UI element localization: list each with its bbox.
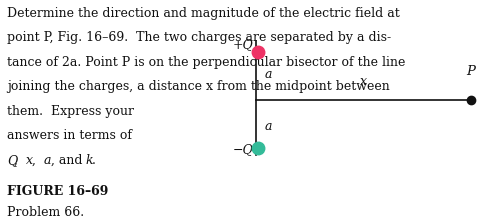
Text: .: .: [92, 154, 96, 167]
Text: answers in terms of: answers in terms of: [7, 129, 132, 142]
Text: k: k: [85, 154, 93, 167]
Text: x: x: [360, 74, 367, 88]
Text: tance of 2a. Point P is on the perpendicular bisector of the line: tance of 2a. Point P is on the perpendic…: [7, 56, 406, 69]
Text: +Q: +Q: [232, 38, 254, 51]
Text: a: a: [264, 120, 272, 132]
Text: them.  Express your: them. Express your: [7, 105, 134, 118]
Text: point P, Fig. 16–69.  The two charges are separated by a dis-: point P, Fig. 16–69. The two charges are…: [7, 31, 392, 44]
Text: , and: , and: [50, 154, 86, 167]
Text: −Q: −Q: [232, 144, 254, 157]
Text: ,: ,: [32, 154, 40, 167]
Text: P: P: [466, 65, 475, 78]
Text: FIGURE 16–69: FIGURE 16–69: [7, 185, 108, 198]
Text: Determine the direction and magnitude of the electric field at: Determine the direction and magnitude of…: [7, 7, 400, 20]
Text: Q: Q: [7, 154, 18, 167]
Text: ,: ,: [14, 154, 22, 167]
Text: joining the charges, a distance x from the midpoint between: joining the charges, a distance x from t…: [7, 80, 390, 93]
Text: Problem 66.: Problem 66.: [7, 206, 84, 219]
Text: a: a: [264, 68, 272, 81]
Text: x: x: [26, 154, 32, 167]
Text: a: a: [44, 154, 52, 167]
